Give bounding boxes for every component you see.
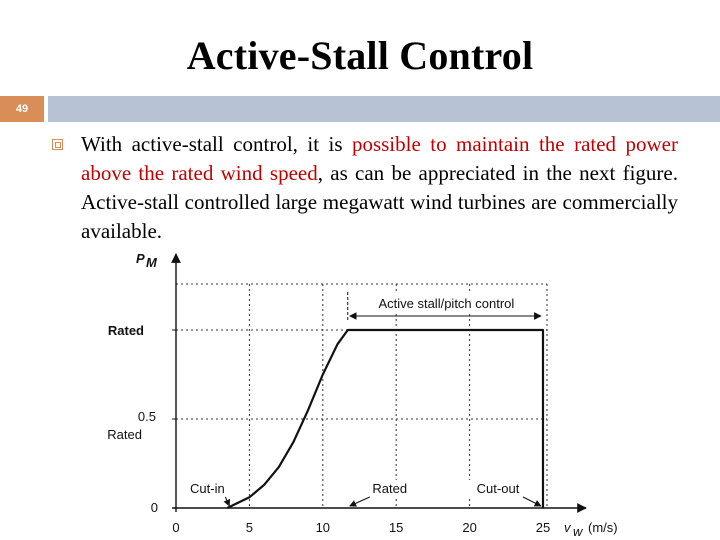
x-tick-label-0: 0 — [172, 520, 179, 535]
y-tick-label-2: Rated — [108, 323, 144, 338]
slide-number: 49 — [0, 96, 44, 122]
region-label-bg — [351, 294, 541, 312]
x-axis-label-symbol: v — [564, 520, 572, 535]
bullet-text-part1: With active-stall control, it is — [81, 132, 352, 156]
x-tick-label-3: 15 — [389, 520, 403, 535]
y-tick-sublabel-1: Rated — [107, 427, 142, 442]
rated-label: Rated — [372, 481, 407, 496]
header-bar — [48, 96, 720, 122]
rated-label-bg — [365, 480, 414, 496]
x-tick-label-2: 10 — [316, 520, 330, 535]
rated-arrow — [349, 496, 370, 507]
bullet-text: With active-stall control, it is possibl… — [81, 130, 678, 246]
y-axis-label: P — [136, 251, 145, 266]
y-axis-label-subscript: M — [146, 255, 158, 270]
region-label: Active stall/pitch control — [378, 296, 514, 311]
bullet-icon — [52, 139, 63, 150]
cut-out-label: Cut-out — [477, 481, 520, 496]
power-curve-figure: P M 0 0.5 Rated Rated 0 5 10 15 20 25 v w (m/s) Active … — [96, 246, 720, 540]
cut-in-arrow — [223, 496, 231, 507]
power-curve-chart: P M 0 0.5 Rated Rated 0 5 10 15 20 25 v w (m/s) Active … — [107, 251, 618, 539]
bullet-text-highlight: possible to maintain the rated power abo… — [81, 132, 678, 185]
x-axis-label-subscript: w — [573, 524, 584, 539]
cut-in-label: Cut-in — [190, 481, 225, 496]
x-tick-label-5: 25 — [536, 520, 550, 535]
bullet-text-part2: , as can be appreciated in the next figu… — [81, 161, 678, 243]
x-axis-label-units: (m/s) — [588, 520, 618, 535]
y-tick-label-0: 0 — [151, 500, 158, 515]
slide-title: Active-Stall Control — [186, 33, 534, 78]
cut-out-label-bg — [465, 480, 529, 496]
cut-in-label-bg — [179, 480, 238, 496]
x-tick-label-4: 20 — [462, 520, 476, 535]
y-tick-label-1: 0.5 — [138, 409, 156, 424]
power-curve-line — [226, 328, 545, 509]
x-tick-label-1: 5 — [246, 520, 253, 535]
cut-out-arrow — [522, 496, 542, 507]
